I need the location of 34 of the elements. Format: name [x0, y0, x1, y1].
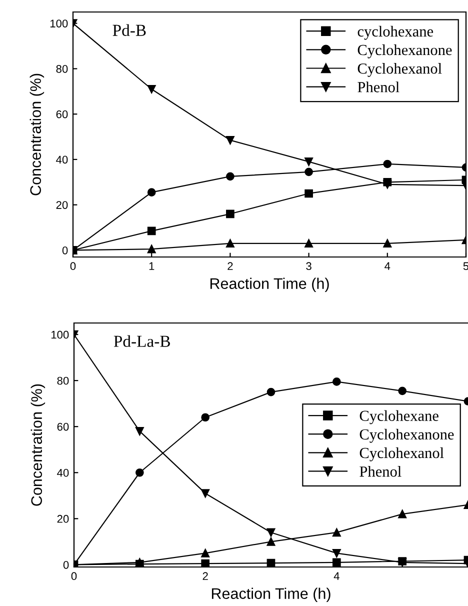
- x-tick-label: 0: [70, 262, 76, 270]
- x-tick-label: 4: [334, 572, 340, 580]
- text: Pd-B: [112, 24, 146, 36]
- legend-label: Cyclohexanol: [358, 62, 442, 77]
- y-axis-title: Concentration (%): [30, 384, 46, 506]
- x-tick-label: 0: [71, 572, 77, 580]
- x-tick-label: 3: [306, 262, 312, 270]
- y-tick-label: 20: [56, 201, 68, 209]
- x-axis-title: Reaction Time (h): [212, 588, 330, 602]
- y-tick-label: 60: [56, 110, 68, 118]
- y-tick-label: 80: [57, 376, 69, 385]
- y-tick-label: 40: [56, 156, 68, 164]
- legend-label: Cyclohexanone: [360, 428, 454, 443]
- y-tick-label: 20: [57, 514, 69, 523]
- y-tick-label: 100: [50, 20, 68, 28]
- legend-label: Phenol: [358, 82, 400, 92]
- text: Pd-La-B: [114, 335, 170, 347]
- x-tick-label: 4: [384, 262, 390, 270]
- x-tick-label: 2: [228, 262, 233, 270]
- y-tick-label: 100: [51, 330, 69, 339]
- y-tick-label: 40: [57, 468, 69, 477]
- x-tick-label: 2: [202, 572, 208, 580]
- y-tick-label: 0: [63, 560, 69, 569]
- legend-label: Cyclohexanol: [360, 447, 444, 462]
- y-tick-label: 80: [56, 64, 68, 73]
- y-axis-title: Concentration (%): [30, 74, 44, 196]
- y-tick-label: 0: [62, 246, 68, 254]
- x-tick-label: 1: [149, 262, 154, 270]
- legend-label: Phenol: [360, 466, 402, 477]
- legend-label: Cyclohexanone: [358, 44, 452, 58]
- x-axis-title: Reaction Time (h): [210, 278, 329, 292]
- y-tick-label: 60: [57, 422, 69, 431]
- legend-label: Cyclohexane: [360, 410, 438, 424]
- legend-label: cyclohexane: [358, 26, 434, 40]
